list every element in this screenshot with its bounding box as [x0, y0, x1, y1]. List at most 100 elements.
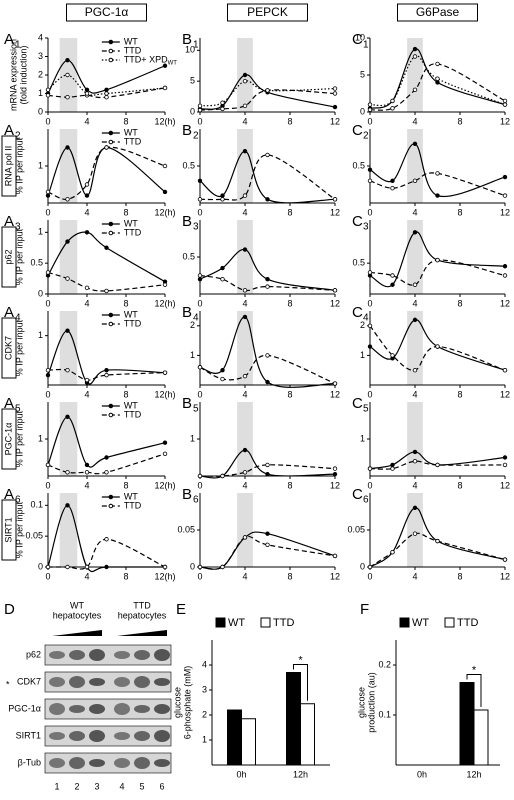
- legend-marker: [108, 139, 114, 145]
- data-point: [84, 285, 90, 291]
- legend-swatch: [260, 617, 271, 628]
- panel-label-sub: 3: [363, 222, 369, 233]
- y-tick-label: 0: [190, 106, 195, 116]
- data-point: [412, 141, 418, 146]
- x-tick-label: 0: [367, 298, 372, 308]
- y-tick-label: 0: [190, 561, 195, 571]
- y-axis-label: 6-phosphate (mM): [182, 666, 192, 740]
- series-line: [369, 259, 506, 286]
- panel-label: B: [182, 31, 192, 48]
- x-tick-label: 4: [84, 298, 89, 308]
- highlight-band: [237, 220, 253, 294]
- legend-marker: [108, 494, 114, 500]
- data-point: [84, 470, 90, 475]
- data-point: [220, 100, 225, 105]
- blot-band: [114, 703, 130, 715]
- data-point: [65, 276, 70, 281]
- panel-label-sub: 3: [15, 222, 21, 233]
- lane-label: 2: [74, 781, 79, 791]
- data-point: [65, 72, 70, 78]
- x-tick-label: 4: [412, 389, 417, 399]
- data-point: [332, 471, 338, 477]
- legend-marker: [108, 503, 114, 509]
- x-tick-label: 8: [123, 480, 128, 490]
- data-point: [65, 368, 70, 373]
- y-tick-label: 2: [190, 320, 195, 330]
- y-tick-label: 0.5: [352, 258, 365, 268]
- blot-band: [134, 676, 150, 688]
- highlight-band: [237, 402, 253, 476]
- data-point: [412, 368, 418, 373]
- x-tick-label: 0: [45, 480, 50, 490]
- data-point: [197, 365, 203, 370]
- bar: [227, 709, 242, 766]
- legend-label-sub: WT: [168, 61, 178, 67]
- blot-band: [134, 705, 150, 713]
- x-tick-label: 12: [500, 207, 510, 217]
- legend-swatch: [215, 617, 226, 628]
- x-tick-label: 0: [197, 298, 202, 308]
- data-point: [65, 145, 70, 150]
- series-line: [199, 150, 336, 204]
- blot-row-label: β-Tub: [18, 757, 41, 767]
- series-line: [199, 464, 336, 477]
- data-point: [220, 265, 225, 271]
- data-point: [332, 197, 338, 202]
- data-point: [502, 557, 508, 562]
- data-point: [162, 163, 168, 169]
- y-tick-label: 5: [360, 69, 365, 79]
- y-axis-label: % IP per input: [14, 137, 24, 194]
- bar: [300, 703, 315, 766]
- data-point: [242, 314, 248, 320]
- highlight-band: [59, 493, 78, 567]
- data-point: [220, 106, 225, 112]
- y-tick-label: 1: [38, 88, 43, 98]
- lane-label: 6: [159, 781, 164, 791]
- y-tick-label: 1: [360, 350, 365, 360]
- x-tick-label: 12: [330, 116, 340, 126]
- x-tick-label: 4: [84, 389, 89, 399]
- panel-label-sub: 6: [15, 495, 21, 506]
- y-axis-label: % IP per input: [14, 228, 24, 285]
- panel-label-sub: 4: [15, 313, 21, 324]
- x-tick-label: 4: [242, 389, 247, 399]
- blot-band: [114, 651, 130, 659]
- data-point: [367, 466, 373, 471]
- data-point: [242, 470, 248, 475]
- x-tick-label: 8: [123, 389, 128, 399]
- data-point: [435, 61, 440, 67]
- data-point: [412, 459, 418, 464]
- group-label: hepatocytes: [118, 610, 167, 620]
- row-label-box: [1, 317, 17, 379]
- data-point: [84, 193, 90, 198]
- y-tick-label: 0.05: [347, 524, 365, 534]
- data-point: [220, 376, 225, 382]
- legend-label: TTD: [124, 318, 142, 328]
- data-point: [265, 379, 270, 385]
- legend-marker: [108, 39, 114, 45]
- data-point: [104, 537, 109, 542]
- legend-label: TTD: [124, 45, 142, 55]
- data-point: [104, 564, 109, 570]
- panel-label: E: [176, 601, 186, 618]
- highlight-band: [407, 402, 423, 476]
- bar: [286, 672, 301, 766]
- legend-label: WT: [124, 309, 138, 319]
- x-tick-label: 4: [412, 480, 417, 490]
- y-tick-label: 0: [360, 106, 365, 116]
- y-tick-label: 0.1: [30, 500, 43, 510]
- legend-label: TTD: [457, 617, 478, 629]
- x-tick-label: 8: [287, 298, 292, 308]
- x-tick-label: 12(h): [154, 116, 175, 126]
- data-point: [220, 193, 225, 198]
- data-point: [265, 542, 270, 547]
- x-tick-label: 8: [123, 207, 128, 217]
- data-point: [367, 344, 373, 349]
- data-point: [265, 531, 270, 536]
- panel-label: A: [4, 122, 14, 139]
- x-tick-label: 4: [84, 480, 89, 490]
- legend-label: TTD: [273, 617, 294, 629]
- data-point: [104, 372, 109, 378]
- blot-band: [49, 651, 65, 659]
- row-label: p62: [3, 249, 13, 264]
